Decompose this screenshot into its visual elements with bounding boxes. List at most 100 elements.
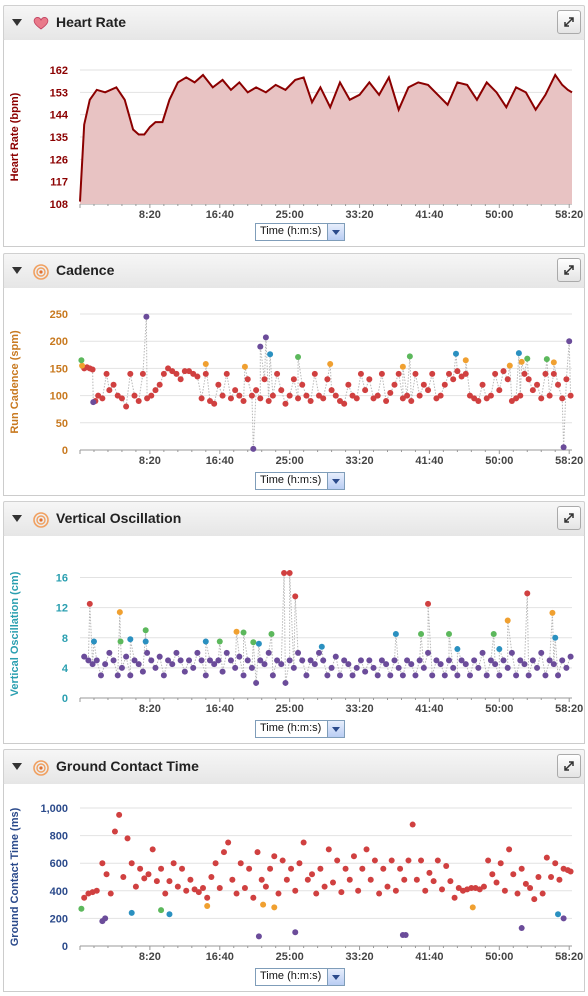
data-point-red [346,876,353,883]
time-selector[interactable]: Time (h:m:s) [255,223,345,241]
expand-button[interactable] [557,10,581,34]
data-point-red [514,890,521,897]
data-point-purple [240,672,247,679]
data-point-red [451,894,458,901]
time-selector[interactable]: Time (h:m:s) [255,720,345,738]
chevron-down-icon[interactable] [327,473,344,489]
data-point-red [555,381,562,388]
collapse-triangle-icon[interactable] [12,19,22,26]
collapse-triangle-icon[interactable] [12,515,22,522]
data-point-purple [345,661,352,668]
data-point-red [383,398,390,405]
expand-button[interactable] [557,258,581,282]
data-point-red [296,860,303,867]
data-point-red [404,392,411,399]
data-point-red [355,887,362,894]
data-point-red [468,885,475,892]
y-tick-label: 144 [50,110,69,122]
heart-icon [33,17,49,30]
y-axis-label: Run Cadence (spm) [9,330,21,434]
data-point-red [215,381,222,388]
data-point-blue [90,638,97,645]
data-point-red [546,392,553,399]
x-tick-label: 50:00 [485,209,513,221]
data-point-green [268,631,275,637]
data-point-red [303,392,310,399]
collapse-triangle-icon[interactable] [12,267,22,274]
cadence-chart: 0 50 100 150 200 250 8:20 16:40 25:00 33:20 41:40 5… [9,309,583,467]
data-point-red [265,398,272,405]
x-tick-label: 58:20 [555,455,583,467]
data-point-red [81,894,88,901]
data-point-red [521,370,528,377]
data-point-red [274,370,281,377]
chevron-down-icon[interactable] [327,969,344,985]
data-point-red [275,890,282,897]
data-point-blue [555,911,562,918]
data-point-red [241,885,248,892]
time-selector[interactable]: Time (h:m:s) [255,472,345,490]
time-selector-label: Time (h:m:s) [260,474,322,486]
vertical-oscillation-chart: 0 4 8 12 16 8:20 16:40 25:00 33:20 41:40 50:00 58:2… [9,570,583,715]
data-point-red [127,370,134,377]
data-point-purple [357,657,364,664]
data-point-red [324,376,331,383]
data-point-red [524,590,531,597]
data-point-purple [160,672,167,679]
connector-line [83,572,572,684]
data-point-purple [127,672,134,679]
data-point-orange [469,904,476,911]
y-tick-label: 800 [50,831,68,843]
data-point-green [543,356,550,363]
data-point-red [334,857,341,864]
expand-button[interactable] [557,754,581,778]
data-point-red [283,876,290,883]
data-point-red [257,395,264,402]
panel-header[interactable]: Vertical Oscillation [3,501,585,537]
data-point-blue [202,638,209,645]
x-tick-label: 58:20 [555,703,583,715]
data-point-purple [513,672,520,679]
chevron-down-icon[interactable] [327,721,344,737]
data-point-red [267,865,274,872]
data-point-red [380,865,387,872]
data-point-purple [106,649,113,656]
data-point-purple [114,672,121,679]
data-point-purple [420,664,427,671]
y-tick-label: 12 [56,603,68,615]
data-point-red [496,387,503,394]
data-point-purple [383,661,390,668]
data-point-red [179,865,186,872]
data-point-purple [194,649,201,656]
panel-header[interactable]: Cadence [3,253,585,289]
data-point-red [342,865,349,872]
y-tick-label: 200 [50,913,68,925]
data-point-purple [102,661,109,668]
data-point-blue [552,634,559,641]
data-point-green [78,357,85,364]
data-point-orange [506,362,513,369]
data-point-red [225,839,232,846]
data-point-red [111,828,118,835]
y-axis-label: Heart Rate (bpm) [9,92,21,181]
collapse-triangle-icon[interactable] [12,763,22,770]
data-point-purple [560,915,567,922]
running-dynamics-icon [33,264,49,280]
heart-rate-panel: Heart Rate 108 117 126 135 144 153 162 8:20 16:4… [0,5,588,248]
expand-button[interactable] [557,506,581,530]
time-selector[interactable]: Time (h:m:s) [255,968,345,986]
y-tick-label: 200 [50,336,68,348]
data-point-red [212,860,219,867]
chevron-down-icon[interactable] [327,224,344,240]
panel-header[interactable]: Heart Rate [3,5,585,41]
data-point-red [500,368,507,375]
connector-line [80,316,572,449]
data-point-red [313,890,320,897]
x-tick-label: 50:00 [485,951,513,963]
data-point-purple [248,664,255,671]
heart-rate-line [79,73,573,202]
panel-header[interactable]: Ground Contact Time [3,749,585,785]
data-point-purple [408,661,415,668]
data-point-purple [328,664,335,671]
data-point-orange [79,362,86,369]
